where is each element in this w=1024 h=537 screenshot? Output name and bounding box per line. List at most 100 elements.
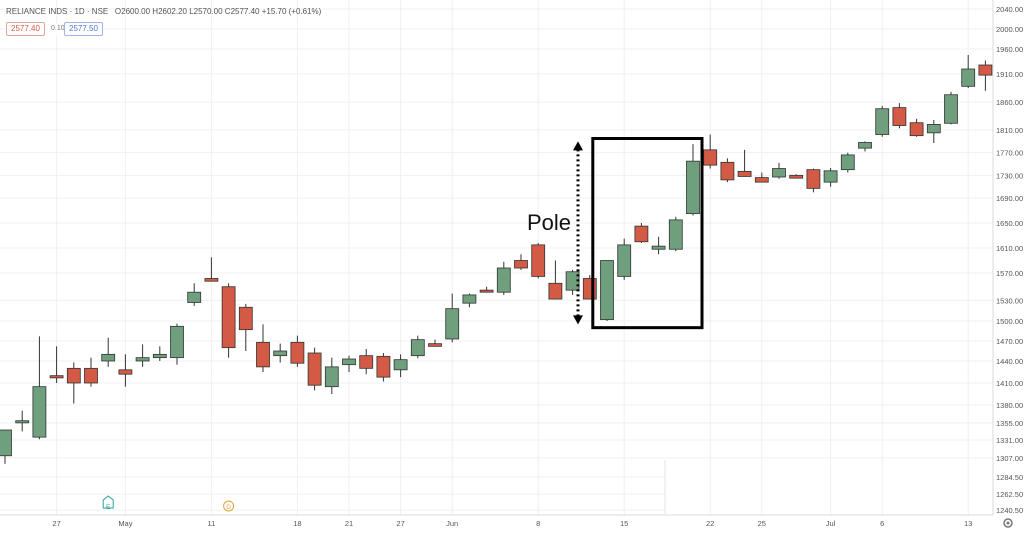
candle[interactable]: [737, 149, 752, 177]
ohlc-values: O2600.00 H2602.20 L2570.00 C2577.40 +15.…: [114, 7, 322, 16]
candle[interactable]: [49, 346, 64, 383]
candle[interactable]: [256, 324, 270, 372]
x-tick-label: 25: [758, 519, 766, 528]
candle-body-up: [875, 108, 890, 135]
candle-body-up: [944, 94, 958, 124]
candle[interactable]: [393, 354, 408, 378]
candle[interactable]: [410, 335, 425, 359]
candle-body-down: [290, 341, 305, 364]
candle[interactable]: [342, 355, 356, 372]
candle[interactable]: [324, 357, 339, 394]
candle-body-up: [823, 170, 838, 183]
candle[interactable]: [772, 162, 786, 179]
candle[interactable]: [101, 337, 116, 367]
candle[interactable]: [531, 243, 546, 279]
y-tick-label: 1810.00: [996, 126, 1023, 135]
settings-gear-icon[interactable]: [1003, 518, 1013, 528]
candle[interactable]: [582, 275, 597, 300]
candle[interactable]: [376, 353, 391, 382]
candle[interactable]: [806, 168, 821, 193]
candle[interactable]: [909, 118, 924, 137]
candle-body-down: [256, 341, 270, 368]
candle-body-down: [514, 260, 528, 269]
candle-layer[interactable]: [0, 55, 993, 464]
candle[interactable]: [221, 283, 236, 358]
candle[interactable]: [703, 134, 718, 169]
candle[interactable]: [789, 174, 804, 179]
y-tick-label: 1730.00: [996, 171, 1023, 180]
candle[interactable]: [445, 293, 460, 343]
candle[interactable]: [238, 303, 253, 351]
candle[interactable]: [496, 261, 511, 295]
candle-body-up: [840, 154, 855, 171]
candle[interactable]: [961, 55, 976, 88]
earnings-marker[interactable]: E: [102, 495, 114, 511]
y-tick-label: 1500.00: [996, 317, 1023, 326]
candle[interactable]: [668, 216, 683, 252]
candle-body-down: [49, 375, 64, 379]
sell-price-badge[interactable]: 2577.40: [6, 22, 45, 36]
dividend-marker[interactable]: D: [223, 500, 235, 512]
candle[interactable]: [15, 410, 30, 432]
candle[interactable]: [204, 257, 219, 282]
y-tick-label: 1650.00: [996, 219, 1023, 228]
candle[interactable]: [514, 254, 528, 270]
candle[interactable]: [84, 357, 98, 387]
buy-price-badge[interactable]: 2577.50: [64, 22, 103, 36]
candle-body-down: [479, 289, 494, 293]
candle[interactable]: [479, 286, 494, 293]
candle-body-up: [462, 294, 477, 304]
candle[interactable]: [875, 105, 890, 137]
candle-body-down: [548, 282, 563, 300]
candle[interactable]: [462, 293, 477, 308]
candle-body-down: [789, 174, 804, 179]
candle[interactable]: [686, 144, 700, 216]
candle[interactable]: [634, 223, 649, 243]
y-tick-label: 1570.00: [996, 269, 1023, 278]
candle[interactable]: [152, 346, 167, 361]
candle[interactable]: [428, 339, 442, 347]
candle[interactable]: [617, 238, 632, 280]
y-tick-label: 1240.50: [996, 506, 1023, 515]
candle[interactable]: [651, 236, 666, 255]
y-tick-label: 1410.00: [996, 379, 1023, 388]
candle[interactable]: [823, 167, 838, 187]
candle[interactable]: [32, 336, 47, 440]
candle[interactable]: [600, 260, 614, 322]
x-tick-label: 27: [396, 519, 404, 528]
candle[interactable]: [290, 335, 305, 367]
candle[interactable]: [170, 323, 184, 365]
candle-body-down: [634, 225, 649, 243]
candle[interactable]: [0, 429, 12, 464]
candle-body-down: [359, 355, 374, 369]
x-tick-label: 22: [706, 519, 714, 528]
candle[interactable]: [565, 269, 580, 295]
candle[interactable]: [548, 260, 563, 300]
candle[interactable]: [187, 283, 202, 306]
candle[interactable]: [978, 60, 993, 91]
candle[interactable]: [118, 354, 133, 387]
candle-body-up: [651, 245, 666, 250]
candle-body-up: [668, 219, 683, 250]
candle-body-up: [858, 142, 872, 149]
candle[interactable]: [307, 347, 322, 391]
candle-body-up: [152, 353, 167, 359]
symbol-label[interactable]: RELIANCE INDS · 1D · NSE: [6, 7, 109, 16]
candle[interactable]: [135, 344, 150, 367]
candle[interactable]: [66, 362, 81, 404]
candle[interactable]: [892, 103, 907, 129]
candle-body-up: [926, 124, 941, 134]
candle-body-up: [342, 358, 356, 366]
candle[interactable]: [720, 158, 735, 183]
candle[interactable]: [840, 152, 855, 173]
candle[interactable]: [754, 172, 769, 183]
candle[interactable]: [273, 343, 288, 363]
candle[interactable]: [944, 91, 958, 125]
candle[interactable]: [359, 349, 374, 375]
candle[interactable]: [926, 119, 941, 144]
candle[interactable]: [858, 141, 872, 152]
